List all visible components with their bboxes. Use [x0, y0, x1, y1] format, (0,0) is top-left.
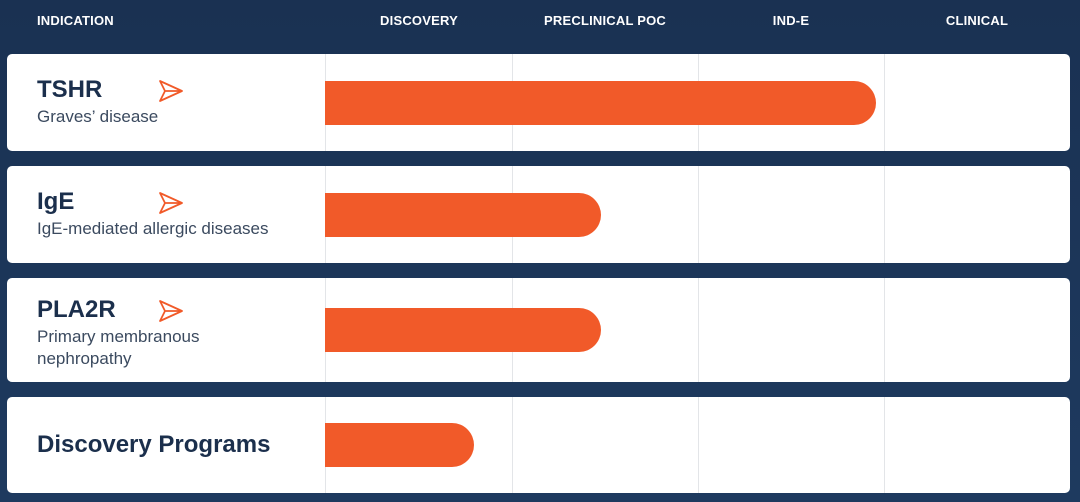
program-name: Discovery Programs	[37, 431, 271, 458]
header-stage-discovery: DISCOVERY	[380, 13, 458, 28]
program-label: IgE IgE-mediated allergic diseases	[37, 188, 269, 240]
stage-divider	[884, 166, 885, 263]
pipeline-row-pla2r: PLA2R Primary membranous nephropathy	[7, 278, 1070, 382]
program-indication: IgE-mediated allergic diseases	[37, 219, 269, 238]
stage-divider	[512, 397, 513, 493]
progress-bar	[325, 80, 876, 125]
pipeline-row-tshr: TSHR Graves’ disease	[7, 54, 1070, 151]
program-label: Discovery Programs	[37, 431, 270, 459]
pipeline-header: INDICATION DISCOVERY PRECLINICAL POC IND…	[0, 0, 1080, 40]
send-arrow-icon	[159, 80, 183, 102]
stage-divider	[884, 54, 885, 151]
program-name: IgE	[37, 188, 75, 215]
header-stage-clinical: CLINICAL	[945, 13, 1009, 28]
stage-divider	[698, 278, 699, 382]
program-name: TSHR	[37, 76, 103, 103]
stage-divider	[884, 397, 885, 493]
pipeline-row-discovery-programs: Discovery Programs	[7, 397, 1070, 493]
pipeline-row-ige: IgE IgE-mediated allergic diseases	[7, 166, 1070, 263]
program-indication: Primary membranous nephropathy	[37, 327, 200, 368]
stage-divider	[698, 397, 699, 493]
send-arrow-icon	[159, 192, 183, 214]
header-indication: INDICATION	[37, 13, 114, 28]
progress-bar	[325, 423, 474, 467]
program-label: TSHR Graves’ disease	[37, 76, 158, 128]
header-stage-preclinical-poc: PRECLINICAL POC	[544, 13, 666, 28]
progress-bar	[325, 308, 601, 352]
stage-divider	[884, 278, 885, 382]
stage-divider	[698, 166, 699, 263]
program-name: PLA2R	[37, 296, 116, 323]
program-indication: Graves’ disease	[37, 107, 159, 126]
progress-bar	[325, 192, 601, 237]
header-stage-ind-e: IND-E	[772, 13, 810, 28]
program-label: PLA2R Primary membranous nephropathy	[37, 296, 257, 370]
send-arrow-icon	[159, 300, 183, 322]
